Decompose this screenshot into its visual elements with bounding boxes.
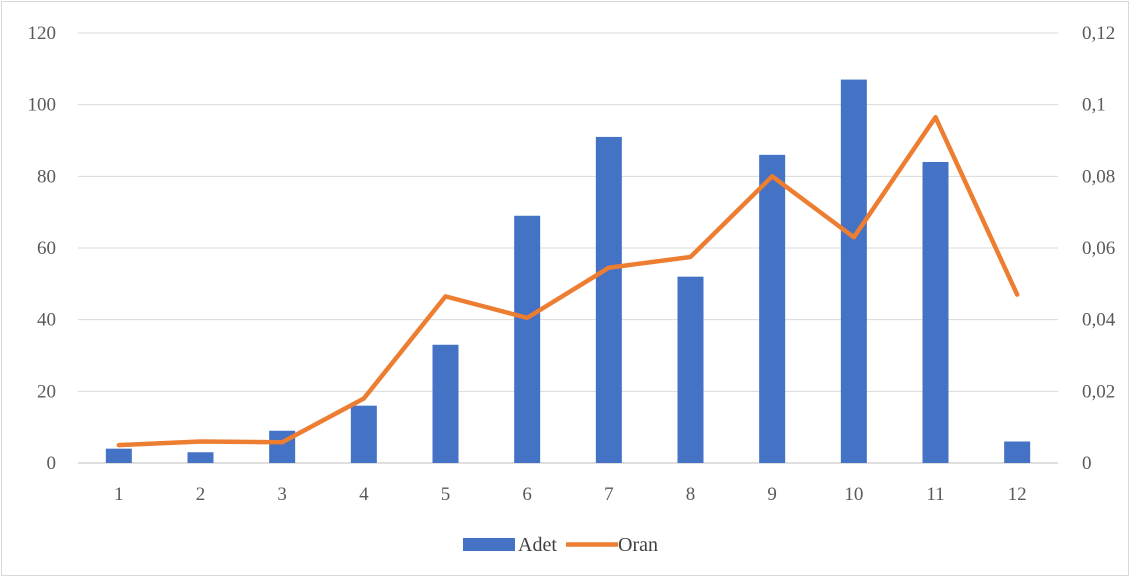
right-axis-tick-label: 0,12 bbox=[1082, 23, 1115, 44]
adet-bar bbox=[759, 154, 786, 464]
adet-bar bbox=[350, 405, 377, 463]
oran-line bbox=[116, 114, 1020, 448]
gridlines bbox=[78, 32, 1058, 464]
x-axis-tick-label: 9 bbox=[767, 484, 777, 505]
x-axis-ticks: 1 2 3 4 5 6 7 8 9 10 11 12 bbox=[114, 484, 1027, 505]
legend-oran-label: Oran bbox=[618, 534, 658, 556]
left-axis-tick-label: 80 bbox=[37, 166, 56, 187]
right-axis-tick-label: 0 bbox=[1082, 453, 1092, 474]
left-axis-ticks: 0 20 40 60 80 100 120 bbox=[28, 23, 57, 474]
adet-bar bbox=[514, 215, 541, 463]
adet-bar bbox=[595, 136, 622, 463]
x-axis-tick-label: 1 bbox=[114, 484, 124, 505]
right-axis-tick-label: 0,1 bbox=[1082, 95, 1106, 116]
legend-adet-label: Adet bbox=[518, 534, 557, 556]
x-axis-tick-label: 2 bbox=[196, 484, 206, 505]
x-axis-tick-label: 11 bbox=[926, 484, 944, 505]
x-axis-tick-label: 8 bbox=[686, 484, 696, 505]
x-axis-tick-label: 5 bbox=[441, 484, 451, 505]
adet-bar bbox=[922, 162, 949, 463]
adet-bar bbox=[677, 276, 704, 463]
x-axis-tick-label: 7 bbox=[604, 484, 614, 505]
adet-bar bbox=[1004, 441, 1031, 463]
right-axis-tick-label: 0,04 bbox=[1082, 310, 1116, 331]
left-axis-tick-label: 120 bbox=[28, 23, 57, 44]
x-axis-tick-label: 12 bbox=[1008, 484, 1027, 505]
adet-bar bbox=[105, 448, 132, 463]
adet-bar bbox=[840, 79, 867, 463]
adet-bar bbox=[187, 452, 214, 463]
left-axis-tick-label: 20 bbox=[37, 381, 56, 402]
left-axis-tick-label: 40 bbox=[37, 310, 56, 331]
adet-bar bbox=[432, 344, 459, 463]
legend: Adet Oran bbox=[463, 534, 658, 556]
left-axis-tick-label: 100 bbox=[28, 95, 57, 116]
right-axis-tick-label: 0,02 bbox=[1082, 381, 1115, 402]
right-axis-tick-label: 0,08 bbox=[1082, 166, 1115, 187]
oran-series-line bbox=[116, 114, 1020, 448]
right-axis-tick-label: 0,06 bbox=[1082, 238, 1115, 259]
adet-bars bbox=[105, 79, 1031, 464]
left-axis-tick-label: 0 bbox=[47, 453, 57, 474]
x-axis-tick-label: 3 bbox=[277, 484, 287, 505]
right-axis-ticks: 0 0,02 0,04 0,06 0,08 0,1 0,12 bbox=[1082, 23, 1116, 474]
x-axis-tick-label: 4 bbox=[359, 484, 369, 505]
left-axis-tick-label: 60 bbox=[37, 238, 56, 259]
x-axis-tick-label: 6 bbox=[522, 484, 532, 505]
x-axis-tick-label: 10 bbox=[844, 484, 863, 505]
legend-adet-swatch bbox=[463, 538, 515, 551]
